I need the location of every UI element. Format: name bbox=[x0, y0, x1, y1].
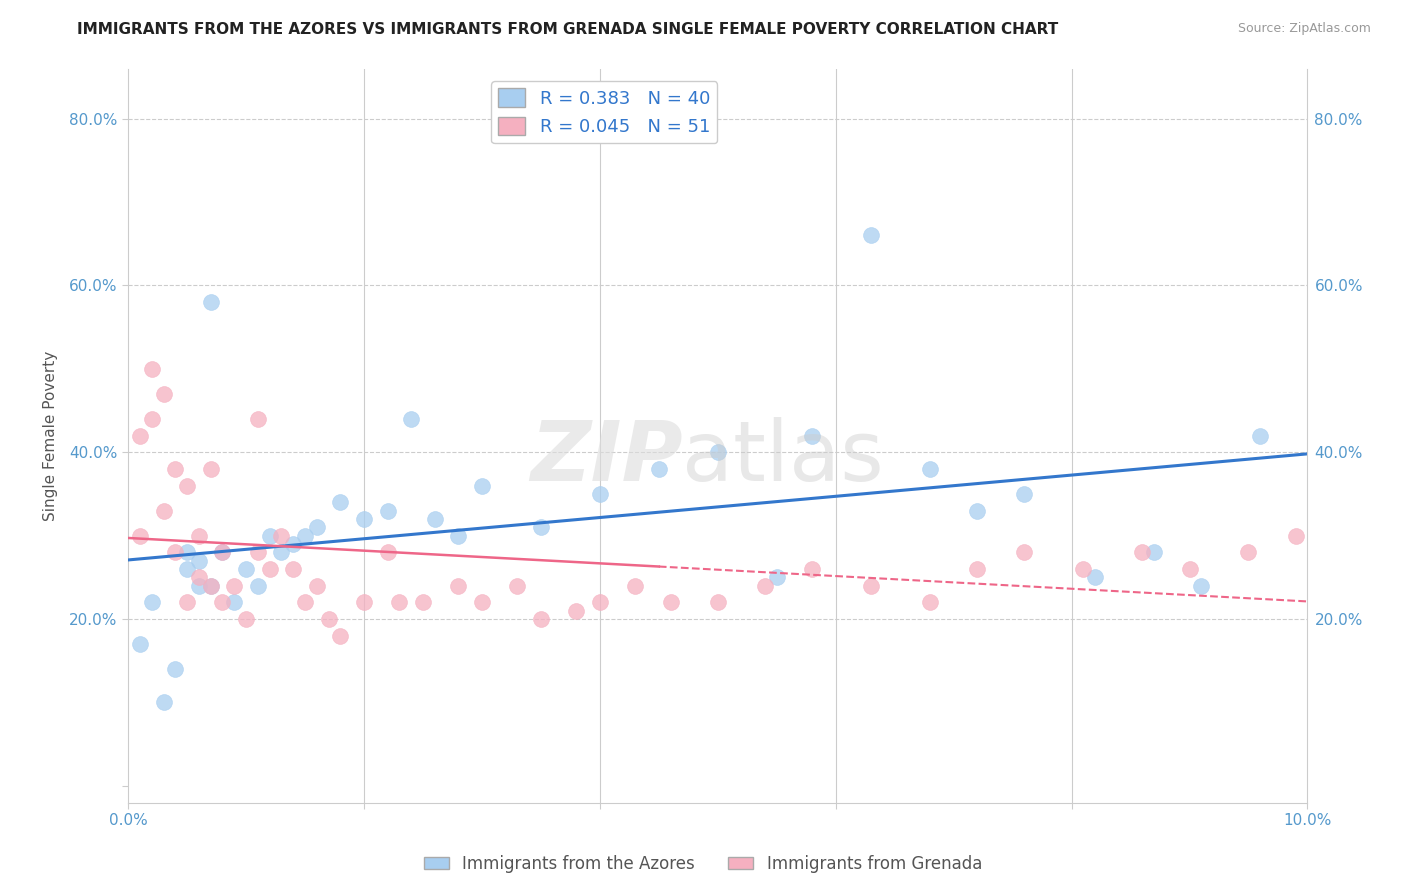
Point bbox=[224, 579, 246, 593]
Point bbox=[200, 579, 222, 593]
Point bbox=[1237, 545, 1260, 559]
Point bbox=[589, 487, 612, 501]
Point bbox=[211, 545, 233, 559]
Point bbox=[211, 595, 233, 609]
Point bbox=[235, 562, 257, 576]
Point bbox=[860, 228, 883, 243]
Point bbox=[648, 462, 671, 476]
Point bbox=[377, 503, 399, 517]
Point bbox=[1178, 562, 1201, 576]
Point bbox=[165, 462, 187, 476]
Text: IMMIGRANTS FROM THE AZORES VS IMMIGRANTS FROM GRENADA SINGLE FEMALE POVERTY CORR: IMMIGRANTS FROM THE AZORES VS IMMIGRANTS… bbox=[77, 22, 1059, 37]
Point bbox=[165, 545, 187, 559]
Point bbox=[1249, 428, 1271, 442]
Point bbox=[1014, 487, 1036, 501]
Point bbox=[506, 579, 529, 593]
Point bbox=[624, 579, 647, 593]
Point bbox=[388, 595, 411, 609]
Point bbox=[801, 428, 824, 442]
Point bbox=[200, 579, 222, 593]
Point bbox=[412, 595, 434, 609]
Point bbox=[200, 295, 222, 310]
Point bbox=[1130, 545, 1153, 559]
Point bbox=[565, 604, 588, 618]
Point bbox=[246, 412, 269, 426]
Point bbox=[141, 595, 163, 609]
Point bbox=[283, 537, 305, 551]
Point bbox=[447, 579, 470, 593]
Point bbox=[305, 520, 328, 534]
Point bbox=[318, 612, 340, 626]
Point bbox=[860, 579, 883, 593]
Point bbox=[294, 528, 316, 542]
Point bbox=[765, 570, 787, 584]
Point bbox=[129, 528, 152, 542]
Point bbox=[187, 528, 209, 542]
Point bbox=[589, 595, 612, 609]
Point bbox=[129, 637, 152, 651]
Point bbox=[423, 512, 446, 526]
Point bbox=[211, 545, 233, 559]
Point bbox=[1285, 528, 1308, 542]
Point bbox=[259, 528, 281, 542]
Point bbox=[353, 595, 375, 609]
Point bbox=[165, 662, 187, 676]
Point bbox=[246, 579, 269, 593]
Point bbox=[270, 528, 292, 542]
Point bbox=[305, 579, 328, 593]
Point bbox=[176, 545, 198, 559]
Point bbox=[471, 478, 494, 492]
Point bbox=[235, 612, 257, 626]
Point bbox=[224, 595, 246, 609]
Point bbox=[801, 562, 824, 576]
Point bbox=[187, 579, 209, 593]
Point bbox=[129, 428, 152, 442]
Text: ZIP: ZIP bbox=[530, 417, 682, 498]
Point bbox=[152, 503, 174, 517]
Point bbox=[918, 462, 941, 476]
Point bbox=[1073, 562, 1095, 576]
Point bbox=[471, 595, 494, 609]
Point bbox=[918, 595, 941, 609]
Point bbox=[707, 445, 730, 459]
Point bbox=[707, 595, 730, 609]
Point bbox=[259, 562, 281, 576]
Point bbox=[447, 528, 470, 542]
Point bbox=[966, 503, 988, 517]
Y-axis label: Single Female Poverty: Single Female Poverty bbox=[44, 351, 58, 521]
Point bbox=[246, 545, 269, 559]
Point bbox=[377, 545, 399, 559]
Point bbox=[141, 361, 163, 376]
Point bbox=[176, 562, 198, 576]
Point bbox=[530, 520, 553, 534]
Point bbox=[659, 595, 682, 609]
Point bbox=[1014, 545, 1036, 559]
Point bbox=[152, 695, 174, 709]
Point bbox=[176, 595, 198, 609]
Legend: R = 0.383   N = 40, R = 0.045   N = 51: R = 0.383 N = 40, R = 0.045 N = 51 bbox=[491, 81, 717, 144]
Point bbox=[200, 462, 222, 476]
Text: Source: ZipAtlas.com: Source: ZipAtlas.com bbox=[1237, 22, 1371, 36]
Point bbox=[187, 554, 209, 568]
Point bbox=[294, 595, 316, 609]
Point bbox=[530, 612, 553, 626]
Point bbox=[187, 570, 209, 584]
Point bbox=[152, 386, 174, 401]
Point bbox=[1084, 570, 1107, 584]
Point bbox=[329, 495, 352, 509]
Point bbox=[329, 629, 352, 643]
Point bbox=[176, 478, 198, 492]
Point bbox=[966, 562, 988, 576]
Point bbox=[1189, 579, 1212, 593]
Point bbox=[283, 562, 305, 576]
Point bbox=[399, 412, 422, 426]
Point bbox=[754, 579, 776, 593]
Point bbox=[141, 412, 163, 426]
Point bbox=[1143, 545, 1166, 559]
Point bbox=[353, 512, 375, 526]
Legend: Immigrants from the Azores, Immigrants from Grenada: Immigrants from the Azores, Immigrants f… bbox=[418, 848, 988, 880]
Point bbox=[270, 545, 292, 559]
Text: atlas: atlas bbox=[682, 417, 884, 498]
